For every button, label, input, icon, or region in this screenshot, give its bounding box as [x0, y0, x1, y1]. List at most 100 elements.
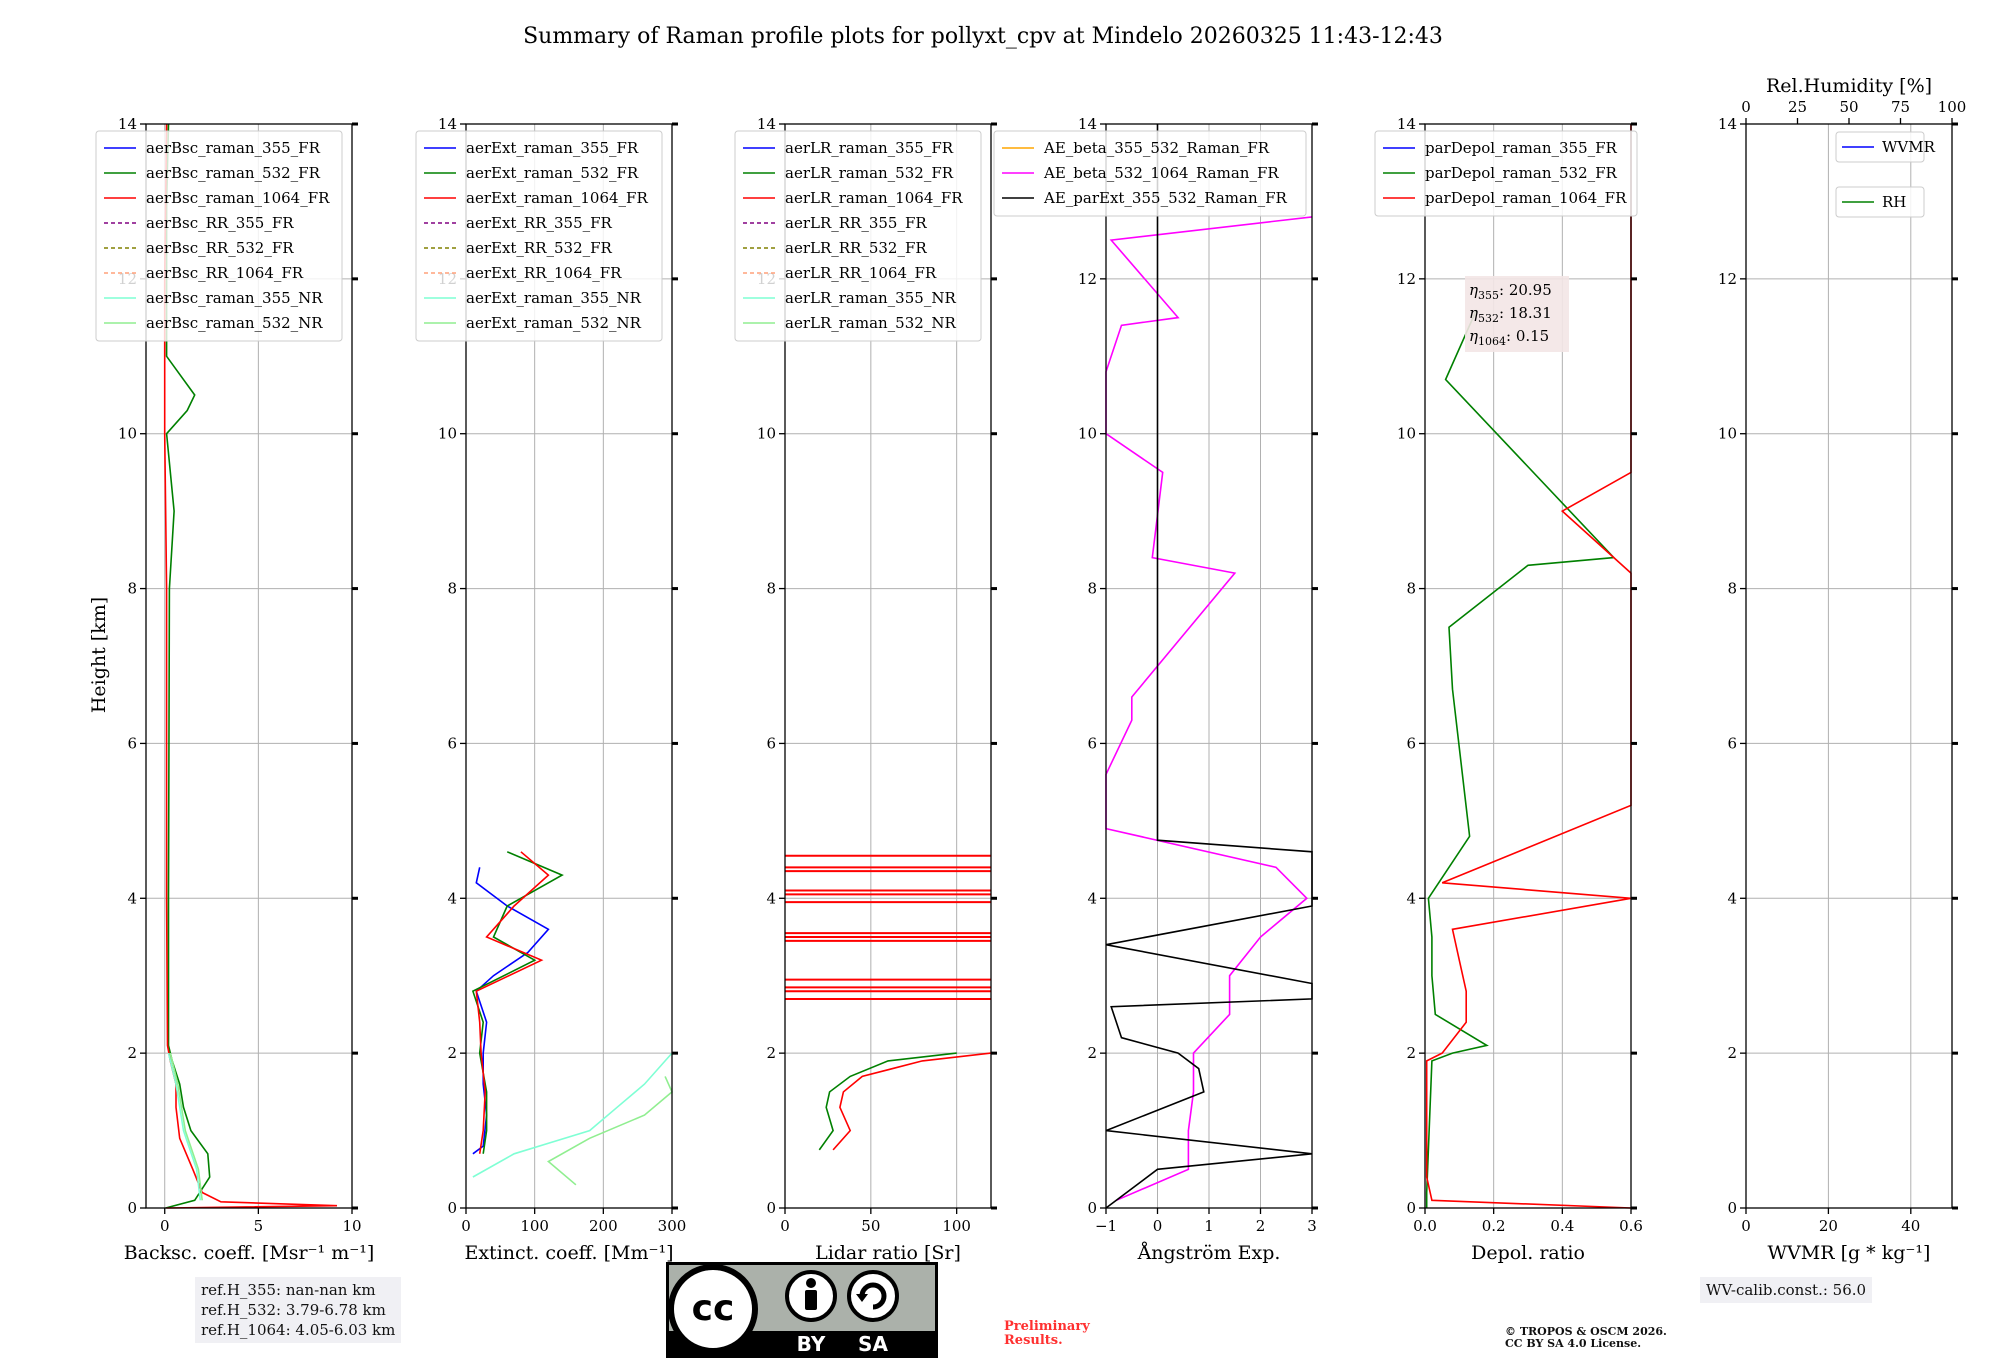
legend-box [415, 130, 663, 342]
y-tick-label: 8 [1727, 580, 1737, 598]
copyright-line-2: CC BY SA 4.0 License. [1505, 1337, 1642, 1350]
sa-arrow [856, 1294, 868, 1302]
x-tick-label: 0 [1741, 1217, 1751, 1235]
y-tick-label: 4 [766, 889, 776, 907]
eta-text: η532: 18.31 [1469, 304, 1552, 325]
eta-value: : 18.31 [1499, 304, 1552, 322]
legend-label: parDepol_raman_1064_FR [1425, 189, 1627, 207]
y-tick-label: 4 [1087, 889, 1097, 907]
legend-label: aerLR_raman_532_FR [785, 164, 954, 182]
wv-calib-text: WV-calib.const.: 56.0 [1706, 1281, 1867, 1299]
legend-label: aerLR_raman_355_NR [785, 289, 956, 307]
legend-label: parDepol_raman_355_FR [1425, 139, 1618, 157]
reference-height-box: ref.H_355: nan-nan km ref.H_532: 3.79-6.… [195, 1277, 402, 1343]
x-tick-label: 10 [342, 1217, 361, 1235]
panel-backscatter: 024681012140510Backsc. coeff. [Msr⁻¹ m⁻¹… [95, 115, 375, 1264]
y-tick-label: 12 [1718, 270, 1737, 288]
y-tick-label: 0 [1727, 1199, 1737, 1217]
series-backscatter-532_NR [169, 1052, 203, 1201]
sa-share-icon [847, 1270, 899, 1322]
axes-frame [1745, 123, 1953, 1209]
x-axis-label: WVMR [g * kg⁻¹] [1768, 1242, 1931, 1264]
series-extinction-532_FR [471, 851, 564, 1154]
x-tick-label: 0.6 [1619, 1217, 1643, 1235]
x-axis-label: Extinct. coeff. [Mm⁻¹] [464, 1242, 673, 1264]
legend-label: aerLR_raman_1064_FR [785, 189, 963, 207]
legend-label: aerLR_RR_1064_FR [785, 264, 937, 282]
y-tick-label: 4 [1727, 889, 1737, 907]
y-tick-label: 0 [1087, 1199, 1097, 1217]
legend-label: aerBsc_raman_355_FR [146, 139, 321, 157]
y-tick-label: 10 [757, 425, 776, 443]
x-tick-label: 100 [520, 1217, 549, 1235]
cc-license-badge: cc BY SA [666, 1262, 938, 1358]
figure-title: Summary of Raman profile plots for polly… [523, 24, 1443, 49]
y-tick-label: 2 [447, 1044, 457, 1062]
legend-box [95, 130, 343, 342]
eta-symbol: η [1469, 327, 1478, 345]
eta-symbol: η [1469, 304, 1478, 322]
x-tick-label: 0 [461, 1217, 471, 1235]
x-tick-label: 100 [942, 1217, 971, 1235]
series-backscatter-532_FR [165, 123, 211, 1209]
eta-subscript: 532 [1478, 312, 1499, 325]
legend-label: aerExt_raman_1064_FR [466, 189, 648, 207]
x-tick-label: 0.2 [1482, 1217, 1506, 1235]
legend-label: aerExt_raman_532_NR [466, 314, 642, 332]
series-backscatter-355_NR [167, 1052, 202, 1201]
wv-calib-box: WV-calib.const.: 56.0 [1700, 1277, 1873, 1303]
legend-box [993, 130, 1307, 217]
eta-box [1465, 276, 1569, 352]
y-axis-label: Height [km] [88, 597, 110, 713]
y-tick-label: 6 [1727, 734, 1737, 752]
x-tick-label: 20 [1819, 1217, 1838, 1235]
axes-frame [1424, 123, 1632, 1209]
legend-label: aerBsc_raman_355_NR [146, 289, 323, 307]
cc-logo-text: cc [692, 1288, 735, 1329]
x-tick-label: 2 [1256, 1217, 1266, 1235]
series-extinction-1064_FR [475, 851, 550, 1154]
x-tick-label: 1 [1204, 1217, 1214, 1235]
x-axis-label: Backsc. coeff. [Msr⁻¹ m⁻¹] [124, 1242, 375, 1264]
y-tick-label: 10 [1078, 425, 1097, 443]
y-tick-label: 6 [766, 734, 776, 752]
eta-value: : 20.95 [1499, 281, 1552, 299]
legend-label: aerBsc_raman_532_NR [146, 314, 323, 332]
legend-label: AE_beta_355_532_Raman_FR [1043, 139, 1270, 157]
y-tick-label: 4 [447, 889, 457, 907]
top-tick-label: 50 [1839, 98, 1858, 116]
panel-extinction: 024681012140100200300Extinct. coeff. [Mm… [415, 115, 687, 1264]
x-axis-label: Lidar ratio [Sr] [815, 1242, 961, 1264]
legend-label: aerExt_raman_532_FR [466, 164, 639, 182]
panel-lidar_ratio: 02468101214050100Lidar ratio [Sr]aerLR_r… [734, 115, 997, 1264]
y-tick-label: 10 [118, 425, 137, 443]
y-tick-label: 8 [1406, 580, 1416, 598]
x-tick-label: 300 [658, 1217, 687, 1235]
by-person-head [806, 1278, 816, 1288]
x-tick-label: 40 [1901, 1217, 1920, 1235]
legend-label: aerLR_RR_532_FR [785, 239, 927, 257]
sa-label: SA [858, 1332, 888, 1356]
eta-value: : 0.15 [1506, 327, 1549, 345]
legend-label: AE_beta_532_1064_Raman_FR [1043, 164, 1279, 182]
legend-box [1835, 131, 1925, 163]
y-tick-label: 6 [1087, 734, 1097, 752]
x-tick-label: 0 [780, 1217, 790, 1235]
top-tick-label: 75 [1891, 98, 1910, 116]
eta-text: η355: 20.95 [1469, 281, 1552, 302]
legend-label: aerExt_RR_355_FR [466, 214, 613, 232]
x-tick-label: 50 [861, 1217, 880, 1235]
legend-box [1374, 130, 1638, 217]
legend-label: aerExt_RR_1064_FR [466, 264, 622, 282]
y-tick-label: 0 [1406, 1199, 1416, 1217]
top-tick-label: 25 [1788, 98, 1807, 116]
series-lidar_ratio-532_FR [818, 1052, 957, 1151]
y-tick-label: 12 [1078, 270, 1097, 288]
legend-label: aerLR_raman_355_FR [785, 139, 954, 157]
series-extinction-532_NR [547, 1076, 673, 1186]
copyright-line-1: © TROPOS & OSCM 2026. [1505, 1325, 1667, 1338]
legend-label: AE_parExt_355_532_Raman_FR [1043, 189, 1288, 207]
x-axis-label: Ångström Exp. [1137, 1242, 1281, 1264]
